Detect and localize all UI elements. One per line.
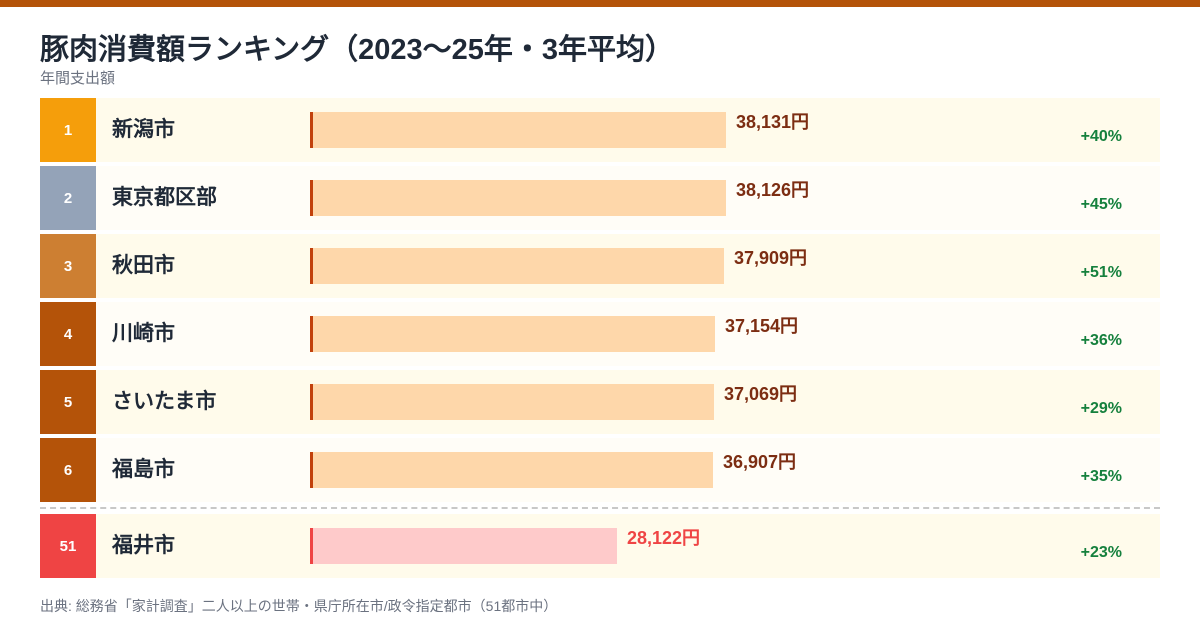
value-bar [310, 248, 724, 284]
change-label: +45% [1080, 196, 1122, 213]
city-label: 東京都区部 [112, 186, 217, 209]
value-label: 36,907円 [723, 452, 797, 472]
city-label: 福井市 [112, 534, 175, 557]
bar-accent [310, 384, 313, 420]
value-bar [310, 384, 714, 420]
rank-badge: 51 [40, 514, 96, 578]
ranking-row: 1 新潟市 38,131円 +40% [40, 98, 1160, 162]
value-bar [310, 112, 726, 148]
ranking-row: 5 さいたま市 37,069円 +29% [40, 370, 1160, 434]
city-label: 川崎市 [112, 322, 175, 345]
change-label: +35% [1080, 468, 1122, 485]
bar-accent [310, 316, 313, 352]
top-accent-bar [0, 0, 1200, 7]
rank-badge: 1 [40, 98, 96, 162]
city-label: さいたま市 [112, 390, 217, 413]
chart-subtitle: 年間支出額 [40, 70, 116, 87]
change-label: +36% [1080, 332, 1122, 349]
source-note: 出典: 総務省「家計調査」二人以上の世帯・県庁所在市/政令指定都市（51都市中） [40, 598, 558, 614]
rank-badge: 3 [40, 234, 96, 298]
value-label: 37,909円 [734, 248, 808, 268]
ranking-chart: 1 新潟市 38,131円 +40% 2 東京都区部 38,126円 +45% 3 秋田市 37,9… [40, 98, 1160, 578]
value-label: 37,069円 [724, 384, 798, 404]
bar-accent [310, 452, 313, 488]
value-bar [310, 528, 617, 564]
city-label: 新潟市 [112, 118, 175, 141]
value-label: 37,154円 [725, 316, 799, 336]
ranking-row: 2 東京都区部 38,126円 +45% [40, 166, 1160, 230]
chart-title: 豚肉消費額ランキング（2023〜25年・3年平均） [40, 34, 675, 66]
ranking-row: 51 福井市 28,122円 +23% [40, 514, 1160, 578]
value-bar [310, 180, 726, 216]
value-label: 28,122円 [627, 528, 701, 548]
rank-badge: 4 [40, 302, 96, 366]
change-label: +23% [1080, 544, 1122, 561]
value-bar [310, 452, 713, 488]
change-label: +40% [1080, 128, 1122, 145]
rank-gap-separator [40, 507, 1160, 509]
bar-accent [310, 528, 313, 564]
value-label: 38,131円 [736, 112, 810, 132]
bar-accent [310, 180, 313, 216]
change-label: +29% [1080, 400, 1122, 417]
value-label: 38,126円 [736, 180, 810, 200]
rank-badge: 6 [40, 438, 96, 502]
change-label: +51% [1080, 264, 1122, 281]
city-label: 福島市 [112, 458, 175, 481]
value-bar [310, 316, 715, 352]
bar-accent [310, 112, 313, 148]
bar-accent [310, 248, 313, 284]
rank-badge: 2 [40, 166, 96, 230]
ranking-row: 4 川崎市 37,154円 +36% [40, 302, 1160, 366]
ranking-row: 6 福島市 36,907円 +35% [40, 438, 1160, 502]
city-label: 秋田市 [112, 254, 175, 277]
ranking-row: 3 秋田市 37,909円 +51% [40, 234, 1160, 298]
rank-badge: 5 [40, 370, 96, 434]
